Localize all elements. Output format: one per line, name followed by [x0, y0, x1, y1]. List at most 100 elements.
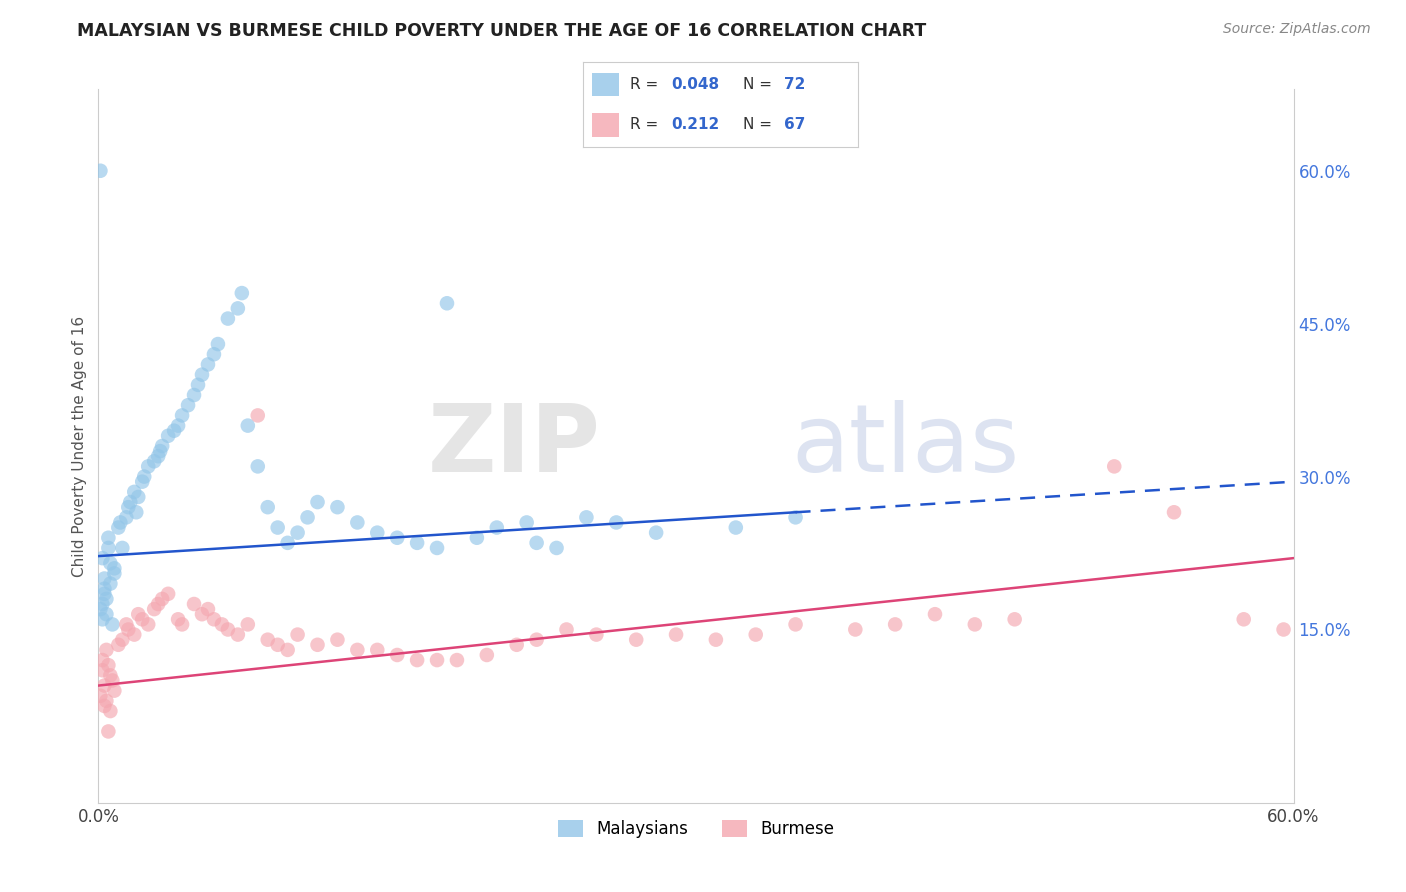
- Point: [93, 698, 115, 713]
- Point: [98, 576, 122, 591]
- Point: [785, 510, 807, 524]
- Point: [131, 612, 153, 626]
- Point: [197, 358, 219, 372]
- Point: [96, 694, 118, 708]
- Point: [115, 510, 138, 524]
- Point: [131, 475, 153, 489]
- Point: [217, 311, 239, 326]
- Point: [426, 653, 449, 667]
- Point: [385, 531, 409, 545]
- Point: [406, 653, 429, 667]
- Text: 72: 72: [783, 77, 806, 92]
- Point: [148, 597, 170, 611]
- Point: [704, 632, 727, 647]
- Point: [110, 516, 132, 530]
- Point: [103, 683, 125, 698]
- Point: [91, 653, 114, 667]
- Point: [346, 643, 368, 657]
- Point: [101, 673, 124, 688]
- Point: [307, 638, 329, 652]
- Point: [226, 627, 249, 641]
- Point: [177, 398, 200, 412]
- Point: [217, 623, 239, 637]
- Point: [267, 638, 290, 652]
- Point: [924, 607, 946, 622]
- Point: [226, 301, 249, 316]
- Point: [163, 424, 186, 438]
- Point: [645, 525, 668, 540]
- Point: [103, 566, 125, 581]
- Point: [96, 591, 118, 606]
- Point: [183, 597, 205, 611]
- Point: [277, 643, 299, 657]
- Point: [191, 607, 214, 622]
- Point: [436, 296, 458, 310]
- Point: [406, 536, 429, 550]
- Point: [91, 551, 114, 566]
- Point: [202, 612, 225, 626]
- Text: ZIP: ZIP: [427, 400, 600, 492]
- Text: N =: N =: [742, 77, 776, 92]
- Point: [111, 632, 134, 647]
- Point: [745, 627, 768, 641]
- Text: MALAYSIAN VS BURMESE CHILD POVERTY UNDER THE AGE OF 16 CORRELATION CHART: MALAYSIAN VS BURMESE CHILD POVERTY UNDER…: [77, 22, 927, 40]
- Bar: [592, 113, 619, 137]
- Point: [346, 516, 368, 530]
- Point: [103, 561, 125, 575]
- Text: 67: 67: [783, 117, 806, 132]
- Point: [287, 627, 309, 641]
- Point: [98, 668, 122, 682]
- Point: [97, 658, 120, 673]
- Point: [167, 612, 190, 626]
- Point: [485, 520, 508, 534]
- Point: [297, 510, 319, 524]
- Point: [1104, 459, 1126, 474]
- Text: R =: R =: [630, 117, 668, 132]
- Point: [366, 643, 388, 657]
- Point: [884, 617, 907, 632]
- Point: [1233, 612, 1256, 626]
- Point: [127, 490, 149, 504]
- Point: [785, 617, 807, 632]
- Point: [191, 368, 214, 382]
- Point: [575, 510, 598, 524]
- Point: [183, 388, 205, 402]
- Point: [475, 648, 498, 662]
- Point: [134, 469, 156, 483]
- Point: [97, 724, 120, 739]
- Point: [96, 607, 118, 622]
- Point: [665, 627, 688, 641]
- Point: [202, 347, 225, 361]
- Point: [150, 591, 173, 606]
- Point: [143, 602, 166, 616]
- Text: atlas: atlas: [792, 400, 1019, 492]
- Point: [236, 617, 259, 632]
- Point: [724, 520, 747, 534]
- Point: [516, 516, 538, 530]
- Point: [172, 617, 194, 632]
- Point: [96, 643, 118, 657]
- Point: [157, 587, 180, 601]
- Point: [197, 602, 219, 616]
- Point: [124, 484, 146, 499]
- Point: [91, 612, 114, 626]
- Point: [626, 632, 648, 647]
- Point: [115, 617, 138, 632]
- Point: [187, 377, 209, 392]
- Point: [136, 617, 159, 632]
- Point: [585, 627, 607, 641]
- Point: [93, 582, 115, 596]
- Point: [1163, 505, 1185, 519]
- Point: [506, 638, 529, 652]
- Point: [1272, 623, 1295, 637]
- Point: [148, 449, 170, 463]
- Point: [267, 520, 290, 534]
- Point: [326, 632, 349, 647]
- Text: N =: N =: [742, 117, 776, 132]
- Point: [136, 459, 159, 474]
- Point: [287, 525, 309, 540]
- Point: [89, 163, 111, 178]
- Point: [157, 429, 180, 443]
- Text: 0.212: 0.212: [671, 117, 720, 132]
- Y-axis label: Child Poverty Under the Age of 16: Child Poverty Under the Age of 16: [72, 316, 87, 576]
